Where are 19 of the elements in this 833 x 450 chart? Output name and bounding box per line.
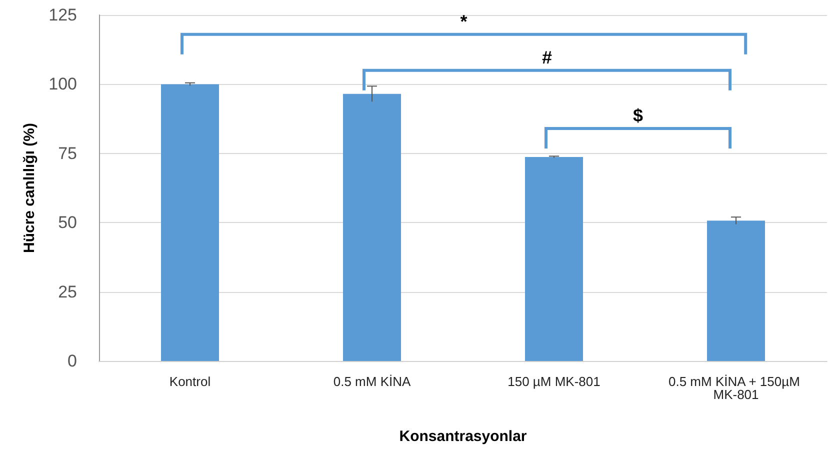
y-tick-label: 25 — [58, 282, 77, 302]
x-tick-label: 0.5 mM KİNA — [333, 374, 411, 389]
y-tick-label: 125 — [48, 6, 77, 24]
y-tick-label: 100 — [48, 74, 77, 94]
y-axis-title: Hücre canlılığı (%) — [21, 122, 38, 254]
annotation: # — [542, 47, 552, 68]
bar — [161, 84, 219, 361]
bar — [343, 94, 401, 361]
bar — [525, 157, 583, 361]
bar — [707, 220, 765, 361]
y-tick-label: 75 — [58, 144, 77, 163]
x-tick-label: Kontrol — [169, 374, 211, 389]
annotation: $ — [632, 105, 644, 126]
y-tick-label: 50 — [58, 213, 77, 232]
x-tick-label: 0.5 mM KİNA + 150µM MK-801 — [668, 374, 804, 402]
y-tick-label: 0 — [68, 352, 77, 370]
x-axis-title: Konsantrasyonlar — [399, 428, 527, 445]
annotation: * — [460, 11, 468, 32]
x-tick-label: 150 µM MK-801 — [508, 374, 600, 389]
